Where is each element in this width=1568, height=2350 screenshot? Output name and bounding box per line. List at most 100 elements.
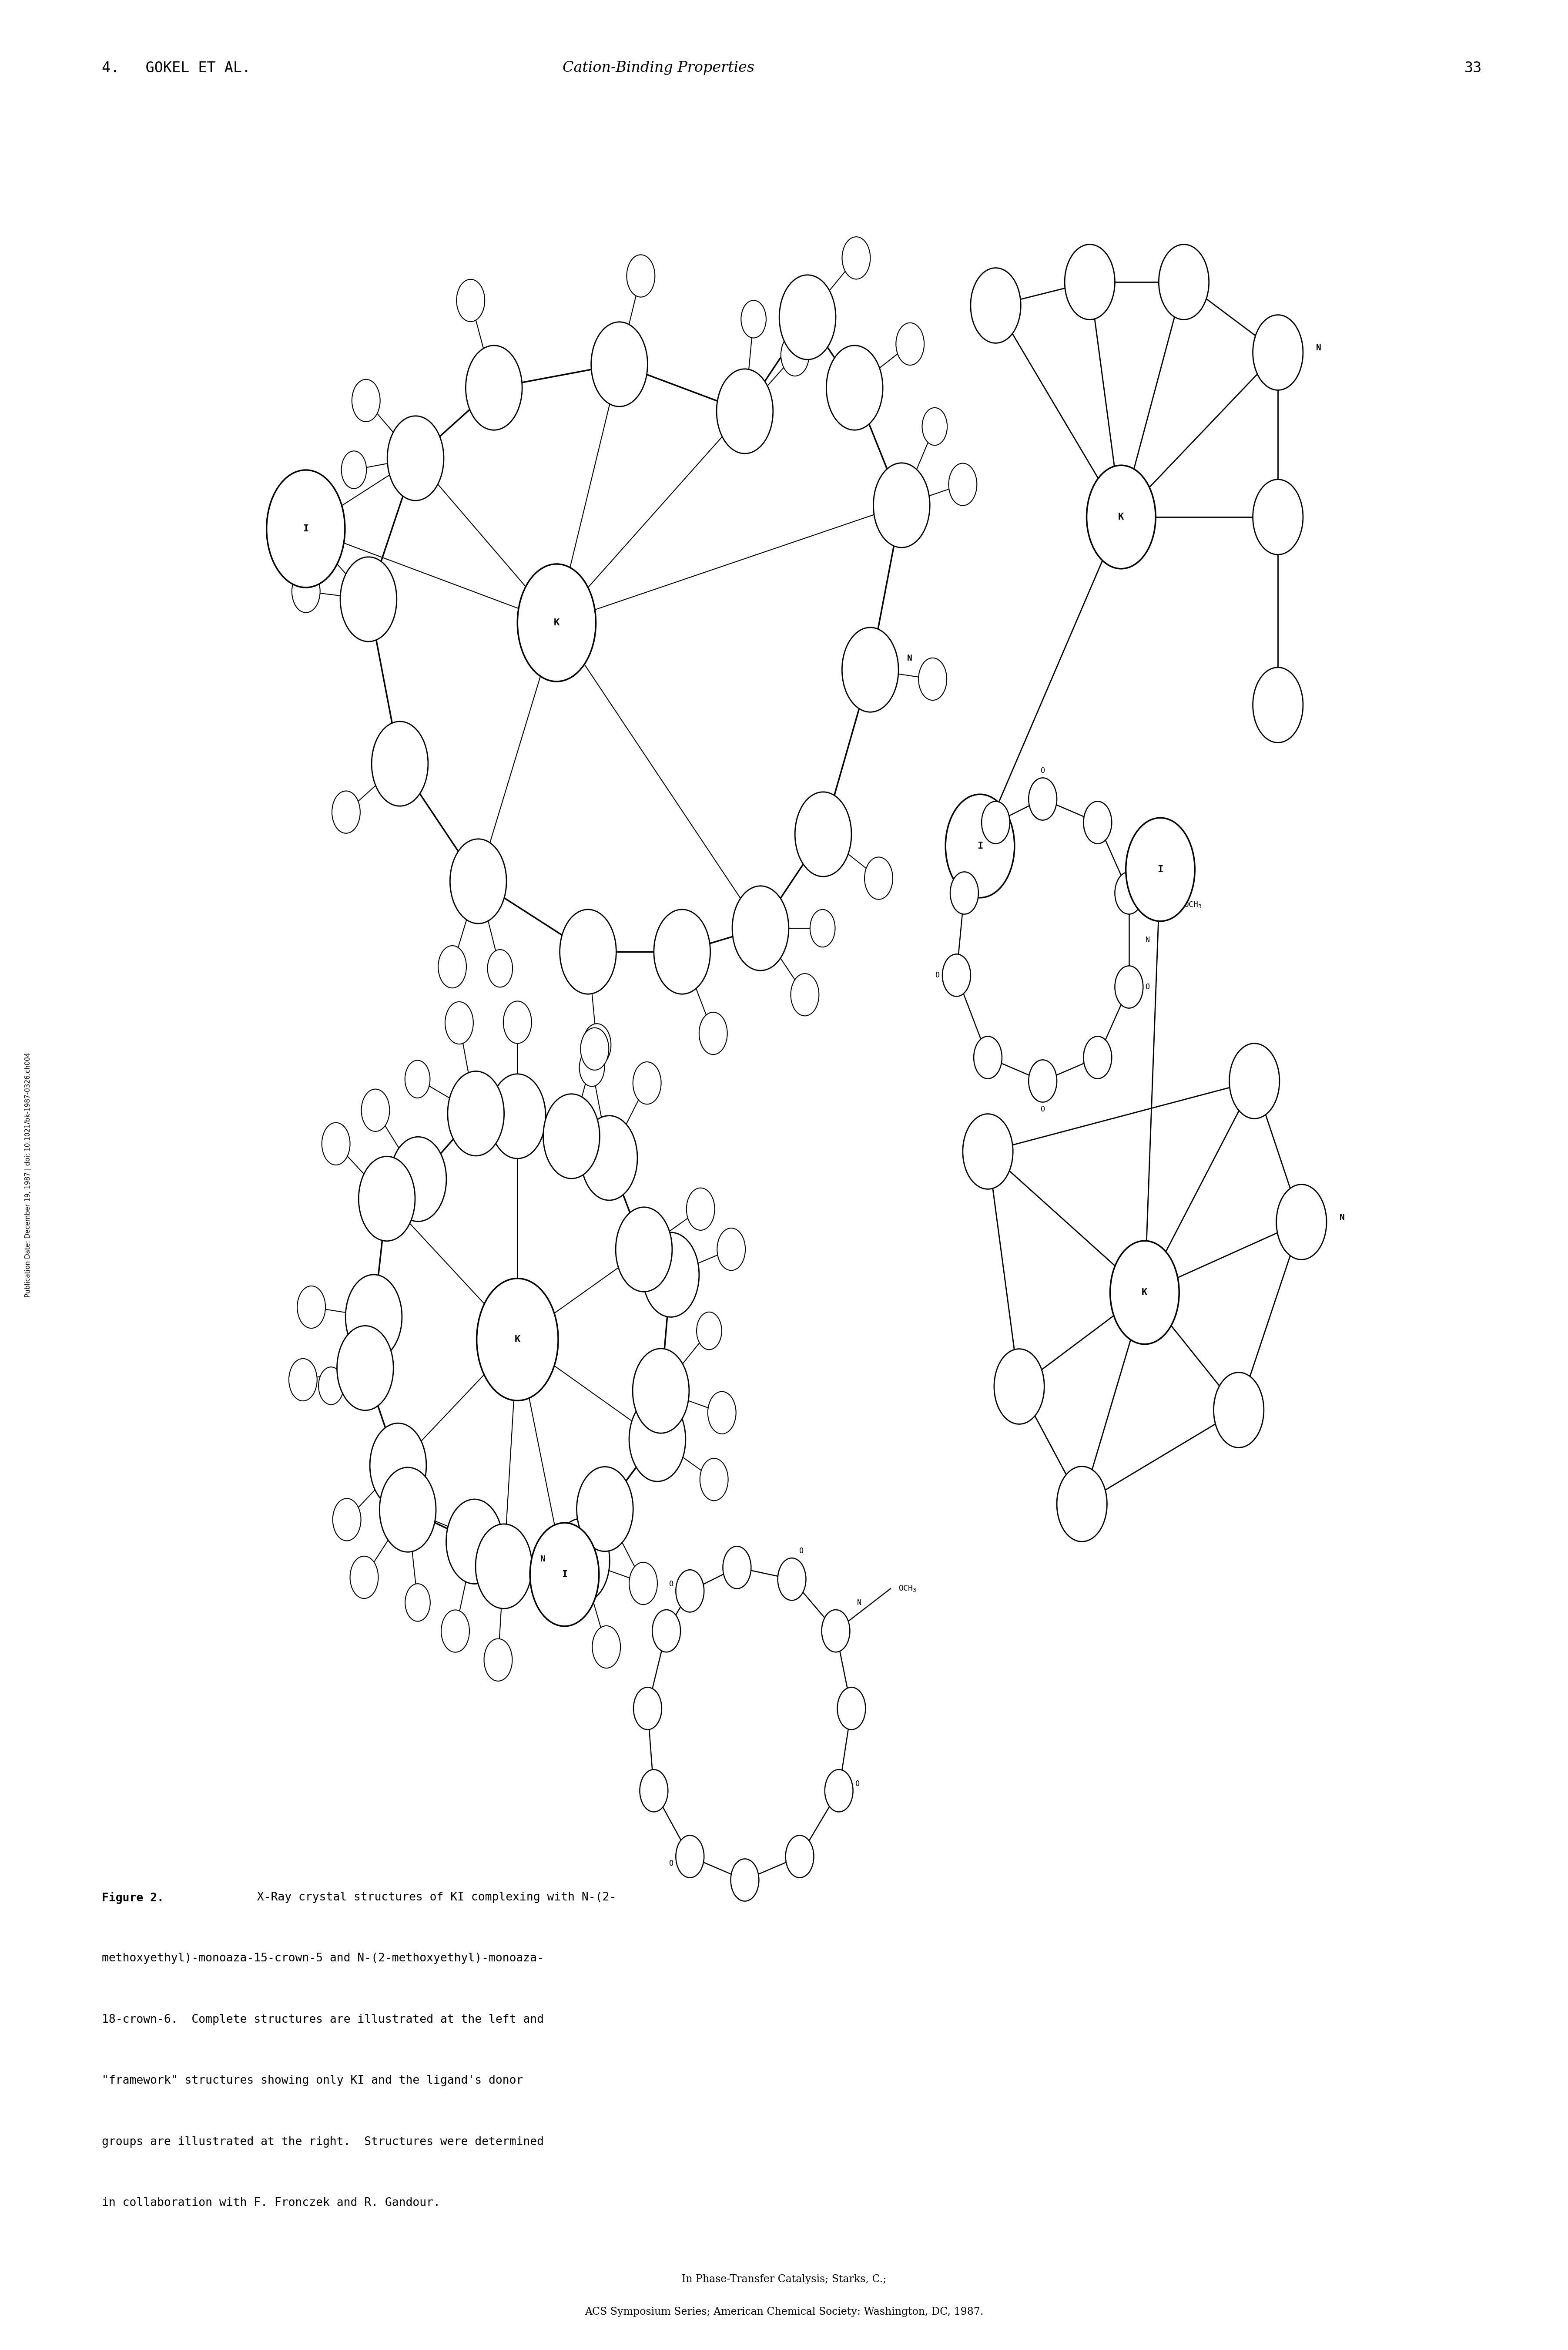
Circle shape: [1057, 1466, 1107, 1542]
Circle shape: [543, 1095, 599, 1180]
Circle shape: [332, 1499, 361, 1542]
Circle shape: [811, 909, 836, 947]
Circle shape: [627, 254, 655, 296]
Circle shape: [790, 973, 818, 1015]
Text: I: I: [1157, 865, 1163, 874]
Text: N: N: [906, 653, 913, 663]
Circle shape: [332, 792, 361, 834]
Circle shape: [579, 1048, 604, 1086]
Circle shape: [676, 1570, 704, 1612]
Circle shape: [643, 1231, 699, 1316]
Circle shape: [450, 839, 506, 924]
Circle shape: [390, 1137, 447, 1222]
Circle shape: [1253, 479, 1303, 555]
Text: I: I: [977, 841, 983, 851]
Circle shape: [580, 1027, 608, 1069]
Text: O: O: [1146, 982, 1149, 992]
Circle shape: [485, 1638, 513, 1680]
Circle shape: [1065, 244, 1115, 320]
Circle shape: [633, 1062, 662, 1104]
Circle shape: [922, 407, 947, 444]
Circle shape: [1083, 801, 1112, 844]
Circle shape: [580, 1116, 637, 1201]
Circle shape: [456, 280, 485, 322]
Circle shape: [593, 1626, 621, 1668]
Circle shape: [554, 1518, 610, 1603]
Circle shape: [895, 322, 924, 364]
Circle shape: [342, 451, 367, 489]
Circle shape: [488, 949, 513, 987]
Circle shape: [822, 1610, 850, 1652]
Circle shape: [732, 886, 789, 971]
Circle shape: [340, 557, 397, 642]
Circle shape: [489, 1074, 546, 1159]
Circle shape: [779, 275, 836, 360]
Circle shape: [873, 463, 930, 548]
Circle shape: [963, 1114, 1013, 1189]
Circle shape: [298, 1285, 326, 1328]
Text: methoxyethyl)-monoaza-15-crown-5 and N-(2-methoxyethyl)-monoaza-: methoxyethyl)-monoaza-15-crown-5 and N-(…: [102, 1953, 544, 1965]
Text: groups are illustrated at the right.  Structures were determined: groups are illustrated at the right. Str…: [102, 2136, 544, 2148]
Circle shape: [942, 954, 971, 996]
Circle shape: [1083, 1036, 1112, 1079]
Text: X-Ray crystal structures of KI complexing with N-(2-: X-Ray crystal structures of KI complexin…: [243, 1892, 616, 1904]
Circle shape: [974, 1036, 1002, 1079]
Circle shape: [437, 945, 466, 987]
Circle shape: [447, 1499, 503, 1584]
Circle shape: [591, 322, 648, 407]
Circle shape: [652, 1610, 681, 1652]
Circle shape: [837, 1687, 866, 1730]
Text: O: O: [856, 1779, 859, 1788]
Text: N: N: [541, 1556, 546, 1563]
Circle shape: [842, 627, 898, 712]
Circle shape: [633, 1687, 662, 1730]
Circle shape: [781, 334, 809, 376]
Text: In Phase-Transfer Catalysis; Starks, C.;: In Phase-Transfer Catalysis; Starks, C.;: [682, 2275, 886, 2284]
Circle shape: [1029, 1060, 1057, 1102]
Circle shape: [946, 794, 1014, 898]
Circle shape: [1087, 465, 1156, 569]
Text: N: N: [858, 1598, 861, 1607]
Circle shape: [994, 1349, 1044, 1424]
Text: Figure 2.: Figure 2.: [102, 1892, 165, 1904]
Circle shape: [786, 1835, 814, 1878]
Circle shape: [1253, 315, 1303, 390]
Circle shape: [696, 1311, 721, 1349]
Circle shape: [795, 792, 851, 877]
Text: Cation-Binding Properties: Cation-Binding Properties: [563, 61, 754, 75]
Circle shape: [387, 416, 444, 501]
Text: O: O: [670, 1579, 673, 1589]
Circle shape: [267, 470, 345, 588]
Circle shape: [441, 1610, 469, 1652]
Circle shape: [530, 1523, 599, 1626]
Text: K: K: [514, 1335, 521, 1344]
Circle shape: [583, 1025, 612, 1067]
Circle shape: [577, 1466, 633, 1551]
Circle shape: [1115, 966, 1143, 1008]
Circle shape: [351, 378, 379, 421]
Circle shape: [447, 1072, 503, 1156]
Text: K: K: [1118, 512, 1124, 522]
Circle shape: [950, 872, 978, 914]
Circle shape: [616, 1208, 673, 1292]
Text: in collaboration with F. Fronczek and R. Gandour.: in collaboration with F. Fronczek and R.…: [102, 2197, 441, 2209]
Circle shape: [629, 1396, 685, 1480]
Circle shape: [405, 1584, 430, 1622]
Circle shape: [842, 237, 870, 280]
Circle shape: [717, 369, 773, 454]
Circle shape: [1276, 1184, 1327, 1260]
Circle shape: [1229, 1043, 1279, 1119]
Circle shape: [654, 909, 710, 994]
Circle shape: [1110, 1241, 1179, 1344]
Circle shape: [723, 1546, 751, 1589]
Text: 33: 33: [1465, 61, 1482, 75]
Circle shape: [1253, 667, 1303, 743]
Circle shape: [477, 1278, 558, 1401]
Circle shape: [825, 1770, 853, 1812]
Circle shape: [742, 301, 767, 338]
Text: I: I: [561, 1570, 568, 1579]
Text: OCH$_3$: OCH$_3$: [898, 1584, 917, 1593]
Circle shape: [466, 345, 522, 430]
Circle shape: [1115, 872, 1143, 914]
Text: ACS Symposium Series; American Chemical Society: Washington, DC, 1987.: ACS Symposium Series; American Chemical …: [585, 2308, 983, 2317]
